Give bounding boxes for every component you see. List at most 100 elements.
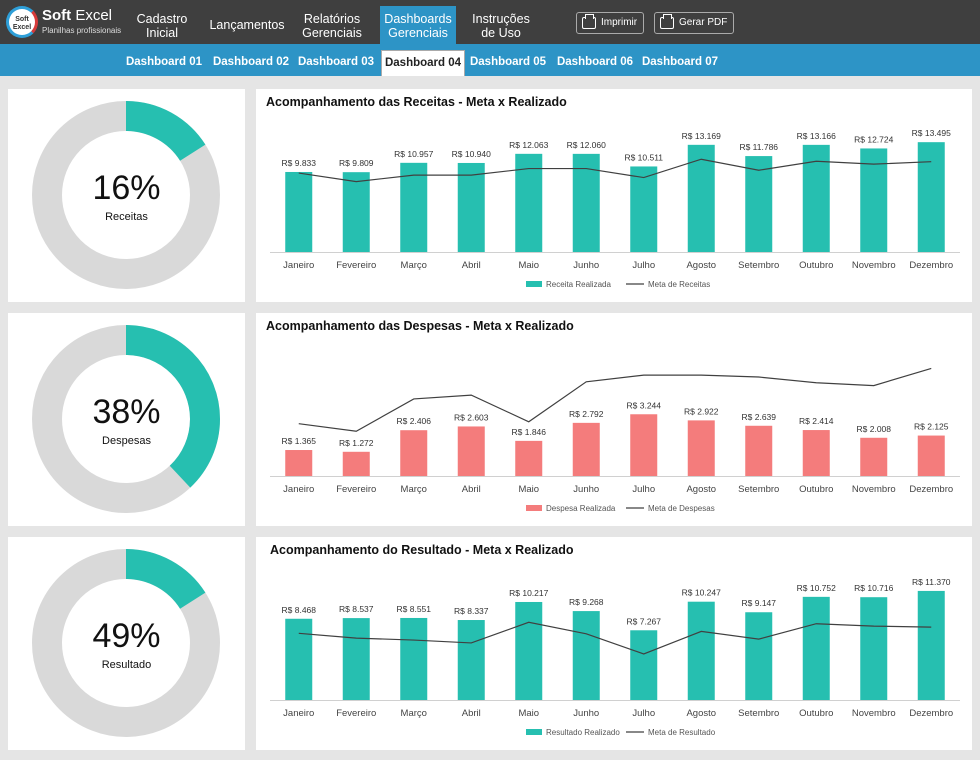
nav-label-line1: Relatórios bbox=[303, 12, 361, 26]
x-tick-0: Janeiro bbox=[283, 260, 314, 271]
data-label-8: R$ 9.147 bbox=[742, 598, 777, 608]
bar-10 bbox=[860, 148, 888, 252]
x-tick-8: Setembro bbox=[738, 708, 779, 719]
legend-bar-label: Despesa Realizada bbox=[546, 504, 616, 513]
x-tick-2: Março bbox=[401, 260, 427, 271]
data-label-3: R$ 2.603 bbox=[454, 412, 489, 422]
bar-6 bbox=[630, 166, 658, 252]
x-tick-1: Fevereiro bbox=[336, 260, 376, 271]
tab-dashboard-07[interactable]: Dashboard 07 bbox=[641, 56, 719, 68]
bar-3 bbox=[457, 162, 485, 252]
data-label-10: R$ 12.724 bbox=[854, 134, 893, 144]
data-label-10: R$ 2.008 bbox=[857, 424, 892, 434]
x-tick-6: Julho bbox=[632, 484, 655, 495]
nav-relatorios-gerenciais[interactable]: Relatórios Gerenciais bbox=[296, 6, 368, 44]
x-tick-4: Maio bbox=[518, 708, 539, 719]
data-label-5: R$ 12.060 bbox=[567, 140, 606, 150]
x-tick-11: Dezembro bbox=[909, 260, 953, 271]
logo-badge-line2: Excel bbox=[12, 24, 32, 31]
nav-instrucoes-de-uso[interactable]: Instruções de Uso bbox=[466, 6, 536, 44]
legend-bar-swatch bbox=[526, 505, 542, 511]
nav-label-line1: Lançamentos bbox=[209, 18, 285, 32]
brand-name: Soft Excel bbox=[42, 7, 112, 24]
bar-5 bbox=[572, 611, 600, 700]
data-label-5: R$ 2.792 bbox=[569, 409, 604, 419]
despesas-donut bbox=[32, 325, 220, 513]
data-label-6: R$ 10.511 bbox=[624, 152, 663, 162]
resultado-chart: R$ 8.468 Janeiro R$ 8.537 Fevereiro R$ 8.551… bbox=[270, 577, 960, 737]
print-button[interactable]: Imprimir bbox=[576, 12, 645, 34]
despesas-chart-panel: Acompanhamento das Despesas - Meta x Rea… bbox=[256, 313, 972, 526]
donut-arc bbox=[32, 101, 220, 289]
bar-3 bbox=[457, 426, 485, 476]
dashboard-tabs-bar: Dashboard 01 Dashboard 02 Dashboard 03 D… bbox=[0, 44, 980, 76]
meta-line bbox=[298, 158, 932, 183]
x-tick-1: Fevereiro bbox=[336, 484, 376, 495]
legend-line-label: Meta de Despesas bbox=[648, 504, 715, 513]
x-tick-7: Agosto bbox=[686, 260, 716, 271]
x-tick-8: Setembro bbox=[738, 260, 779, 271]
x-tick-4: Maio bbox=[518, 484, 539, 495]
data-label-8: R$ 2.639 bbox=[742, 412, 777, 422]
x-tick-9: Outubro bbox=[799, 708, 833, 719]
resultado-chart-panel: Acompanhamento do Resultado - Meta x Rea… bbox=[256, 537, 972, 750]
receitas-donut-panel: 16% Receitas bbox=[8, 89, 245, 302]
bar-3 bbox=[457, 620, 485, 700]
nav-label-line2: de Uso bbox=[481, 26, 521, 40]
legend-bar-label: Receita Realizada bbox=[546, 280, 611, 289]
bar-6 bbox=[630, 630, 658, 700]
x-tick-4: Maio bbox=[518, 260, 539, 271]
nav-dashboards-gerenciais[interactable]: Dashboards Gerenciais bbox=[380, 6, 456, 44]
resultado-donut bbox=[32, 549, 220, 737]
data-label-11: R$ 13.495 bbox=[912, 128, 951, 138]
receitas-donut bbox=[32, 101, 220, 289]
meta-line bbox=[298, 367, 932, 432]
data-label-6: R$ 7.267 bbox=[627, 616, 662, 626]
bar-10 bbox=[860, 597, 888, 700]
data-label-1: R$ 8.537 bbox=[339, 604, 374, 614]
nav-cadastro-inicial[interactable]: Cadastro Inicial bbox=[128, 6, 196, 44]
nav-label-line1: Cadastro bbox=[136, 12, 188, 26]
data-label-2: R$ 10.957 bbox=[394, 149, 433, 159]
chart-title: Acompanhamento das Despesas - Meta x Rea… bbox=[266, 319, 574, 333]
chart-title: Acompanhamento das Receitas - Meta x Rea… bbox=[266, 95, 567, 109]
bar-4 bbox=[515, 601, 543, 700]
legend-bar-swatch bbox=[526, 729, 542, 735]
x-tick-9: Outubro bbox=[799, 484, 833, 495]
donut-label: Resultado bbox=[101, 659, 152, 671]
x-tick-0: Janeiro bbox=[283, 708, 314, 719]
bar-7 bbox=[687, 420, 715, 476]
nav-label-line1: Instruções bbox=[472, 12, 530, 26]
x-tick-3: Abril bbox=[462, 260, 481, 271]
nav-lancamentos[interactable]: Lançamentos bbox=[206, 6, 288, 44]
data-label-7: R$ 10.247 bbox=[682, 588, 721, 598]
bar-10 bbox=[860, 437, 888, 476]
bar-11 bbox=[917, 435, 945, 476]
bar-0 bbox=[285, 450, 313, 476]
x-tick-10: Novembro bbox=[852, 708, 896, 719]
generate-pdf-button[interactable]: Gerar PDF bbox=[654, 12, 735, 34]
bar-5 bbox=[572, 422, 600, 476]
bar-8 bbox=[745, 425, 773, 476]
tab-dashboard-01[interactable]: Dashboard 01 bbox=[125, 56, 203, 68]
bar-1 bbox=[342, 618, 370, 700]
tab-dashboard-02[interactable]: Dashboard 02 bbox=[212, 56, 290, 68]
donut-label: Receitas bbox=[105, 211, 148, 223]
donut-arc bbox=[32, 325, 220, 513]
data-label-0: R$ 1.365 bbox=[282, 436, 317, 446]
x-tick-10: Novembro bbox=[852, 484, 896, 495]
x-tick-6: Julho bbox=[632, 260, 655, 271]
tab-dashboard-05[interactable]: Dashboard 05 bbox=[469, 56, 547, 68]
top-menu-bar: Soft Excel Soft Excel Planilhas profissi… bbox=[0, 0, 980, 44]
x-tick-10: Novembro bbox=[852, 260, 896, 271]
bar-9 bbox=[802, 596, 830, 700]
legend-line-label: Meta de Resultado bbox=[648, 728, 716, 737]
x-tick-7: Agosto bbox=[686, 484, 716, 495]
tab-dashboard-03[interactable]: Dashboard 03 bbox=[297, 56, 375, 68]
tab-dashboard-06[interactable]: Dashboard 06 bbox=[556, 56, 634, 68]
bar-11 bbox=[917, 590, 945, 700]
data-label-0: R$ 9.833 bbox=[282, 158, 317, 168]
tab-dashboard-04[interactable]: Dashboard 04 bbox=[381, 50, 465, 76]
bar-2 bbox=[400, 162, 428, 252]
data-label-11: R$ 2.125 bbox=[914, 422, 949, 432]
